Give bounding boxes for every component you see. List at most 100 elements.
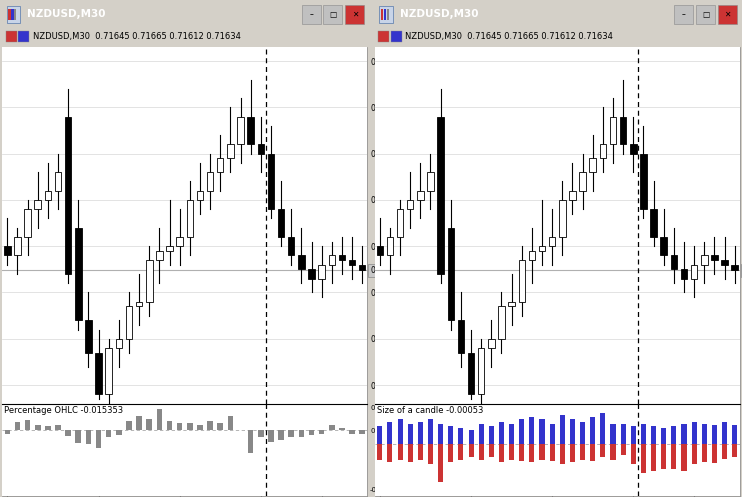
Bar [8, 9, 10, 19]
Bar [488, 339, 495, 348]
Bar [498, 306, 505, 339]
Bar [278, 209, 284, 237]
Bar [468, 444, 473, 457]
Text: NZDUSD,M30  0.71645 0.71665 0.71612 0.71634: NZDUSD,M30 0.71645 0.71665 0.71612 0.716… [33, 32, 240, 41]
Bar [478, 348, 485, 394]
Bar [550, 424, 555, 444]
Bar [397, 209, 404, 237]
Bar [268, 154, 275, 209]
Bar [7, 6, 21, 23]
Bar [318, 265, 325, 279]
Bar [674, 4, 693, 24]
Bar [418, 444, 423, 460]
Bar [509, 424, 514, 444]
Bar [712, 425, 717, 444]
Bar [301, 4, 321, 24]
Bar [45, 191, 51, 200]
Bar [298, 430, 304, 437]
Bar [197, 191, 203, 200]
Bar [407, 200, 413, 209]
Bar [620, 117, 626, 145]
Bar [217, 423, 223, 430]
Bar [407, 444, 413, 462]
Bar [519, 260, 525, 302]
Bar [186, 200, 193, 237]
Bar [620, 424, 626, 444]
Text: Percentage OHLC -0.015353: Percentage OHLC -0.015353 [4, 407, 123, 415]
Bar [76, 430, 81, 443]
Bar [137, 416, 142, 430]
Bar [711, 255, 718, 260]
Bar [712, 444, 717, 463]
Bar [459, 444, 464, 460]
Bar [4, 430, 10, 434]
Bar [24, 209, 31, 237]
Bar [651, 444, 656, 471]
Text: NZDUSD,M30: NZDUSD,M30 [27, 9, 105, 19]
Bar [681, 444, 686, 471]
Bar [14, 237, 21, 255]
Bar [580, 172, 586, 191]
Bar [610, 117, 617, 145]
Bar [398, 444, 403, 460]
Bar [207, 421, 213, 430]
Bar [349, 430, 355, 434]
Bar [217, 158, 223, 172]
Bar [620, 444, 626, 455]
Bar [447, 228, 454, 320]
Bar [519, 419, 525, 444]
Bar [448, 426, 453, 444]
Bar [359, 430, 365, 434]
Bar [732, 444, 738, 457]
Bar [580, 421, 585, 444]
Bar [660, 237, 667, 255]
Bar [681, 424, 686, 444]
Bar [309, 430, 315, 435]
Bar [468, 430, 473, 444]
Bar [529, 444, 534, 462]
Bar [569, 191, 576, 200]
Bar [600, 145, 606, 158]
Bar [258, 430, 263, 437]
Bar [398, 419, 403, 444]
Bar [96, 430, 102, 448]
Bar [509, 444, 514, 460]
Bar [248, 430, 254, 453]
Bar [85, 430, 91, 444]
Text: Size of a candle -0.00053: Size of a candle -0.00053 [376, 407, 483, 415]
Bar [45, 425, 50, 430]
Bar [672, 444, 677, 469]
Bar [324, 4, 343, 24]
Bar [559, 444, 565, 464]
Bar [570, 419, 575, 444]
Bar [427, 172, 434, 191]
Bar [308, 269, 315, 279]
Bar [167, 421, 172, 430]
Bar [590, 444, 595, 461]
Bar [718, 4, 737, 24]
Bar [278, 430, 284, 440]
Bar [126, 421, 132, 430]
Bar [146, 418, 152, 430]
Bar [197, 424, 203, 430]
Bar [438, 444, 443, 482]
Bar [387, 237, 393, 255]
Bar [559, 415, 565, 444]
Bar [116, 430, 122, 435]
Bar [146, 260, 153, 302]
Bar [479, 444, 484, 460]
Bar [65, 117, 71, 274]
Bar [387, 9, 389, 19]
Bar [207, 172, 214, 191]
Bar [268, 430, 274, 442]
Bar [631, 444, 636, 464]
Bar [489, 444, 494, 457]
Bar [379, 6, 393, 23]
Bar [539, 444, 545, 460]
Bar [672, 426, 677, 444]
Bar [55, 424, 61, 430]
Bar [661, 444, 666, 469]
Bar [116, 339, 122, 348]
Text: –: – [682, 10, 686, 19]
Bar [696, 4, 715, 24]
